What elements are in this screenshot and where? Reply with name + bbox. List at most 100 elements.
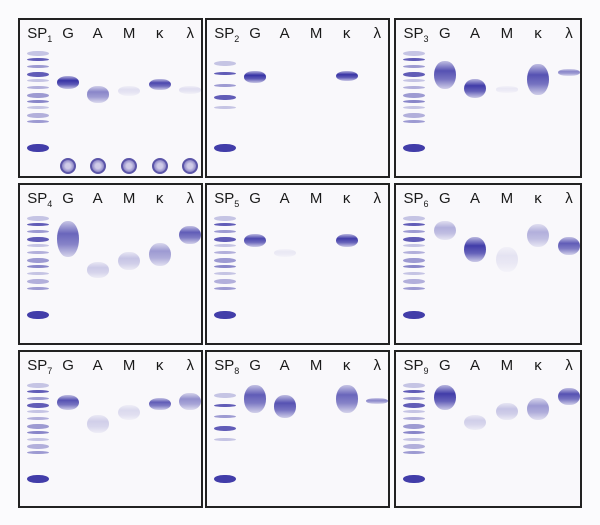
sp-band [402,265,426,269]
immuno-band [463,415,487,431]
sp-band [213,216,236,222]
sp-band [26,389,49,393]
sp-band [402,417,426,421]
lane-label-1: G [62,190,74,207]
lane-label-2: A [469,357,480,374]
sp-band [213,265,236,269]
sp-prefix: SP [27,190,48,207]
sp-band [26,106,49,110]
immuno-band [244,71,267,83]
sp-band [213,223,236,227]
sp-prefix: SP [27,357,48,374]
immuno-band [495,402,519,421]
immuno-band [557,236,580,255]
immuno-band [495,246,519,273]
sp-band [26,451,49,455]
lane-sp [26,46,49,172]
immuno-band [433,61,457,89]
sp-band [213,272,236,276]
lane-2 [274,46,296,172]
lane-4 [526,211,550,339]
lane-label-2: A [92,190,103,207]
sp-band-albumin [26,474,49,483]
sp-band [26,51,49,57]
lane-sp [402,211,426,339]
lane-3 [118,46,141,174]
sp-band-albumin [213,474,236,483]
lane-4 [526,378,550,502]
lane-5 [366,211,388,339]
sp-band [402,258,426,264]
lane-sp [26,211,49,339]
sp-number: 5 [234,199,240,209]
sp-band [402,451,426,455]
lane-2 [86,46,109,174]
lane-label-5: λ [186,357,194,374]
lane-label-1: G [249,357,261,374]
lane-label-5: λ [565,357,573,374]
lane-1 [433,211,457,339]
sp-band [402,244,426,248]
lane-label-2: A [279,25,290,42]
lane-label-1: G [439,190,451,207]
lane-label-4: κ [342,25,351,42]
sp-number: 9 [423,366,429,376]
lane-1 [57,46,80,174]
lane-label-5: λ [373,357,381,374]
lane-1 [57,378,80,502]
sp-band [402,444,426,450]
sp-band [402,51,426,57]
sp-number: 8 [234,366,240,376]
lane-2 [463,378,487,502]
lane-label-2: A [469,190,480,207]
lane-label-4: κ [155,357,164,374]
sp-band [402,437,426,441]
immuno-band [148,243,171,267]
sp-band [402,92,426,98]
lane-5 [557,46,580,172]
sp-band [26,120,49,124]
sp-band [26,64,49,68]
immuno-band [273,249,296,258]
sp-band [26,437,49,441]
sp-number: 4 [47,199,53,209]
immuno-band [335,71,358,82]
sp-band [402,57,426,61]
sp-band [26,244,49,248]
lane-sp [213,211,236,339]
lane-3 [305,46,327,172]
sp-number: 1 [47,34,53,44]
lane-1 [433,378,457,502]
lane-5 [366,378,388,502]
sp-band-albumin [402,474,426,483]
lane-label-3: M [309,190,323,207]
lane-label-5: λ [186,190,194,207]
lane-3 [495,46,519,172]
immuno-band [463,236,487,263]
sp-prefix: SP [403,357,424,374]
sp-band [213,279,236,285]
lane-label-2: A [92,25,103,42]
lane-4 [148,46,171,174]
lane-label-sp: SP6 [403,189,428,214]
lane-label-4: κ [155,190,164,207]
lane-label-sp: SP5 [214,189,239,214]
sp-band [402,403,426,409]
immuno-band [57,395,80,411]
immuno-band [366,397,388,405]
lane-2 [463,46,487,172]
sp-band [213,61,236,67]
immuno-band [433,221,457,241]
sample-well [182,158,199,174]
sp-band [26,286,49,290]
